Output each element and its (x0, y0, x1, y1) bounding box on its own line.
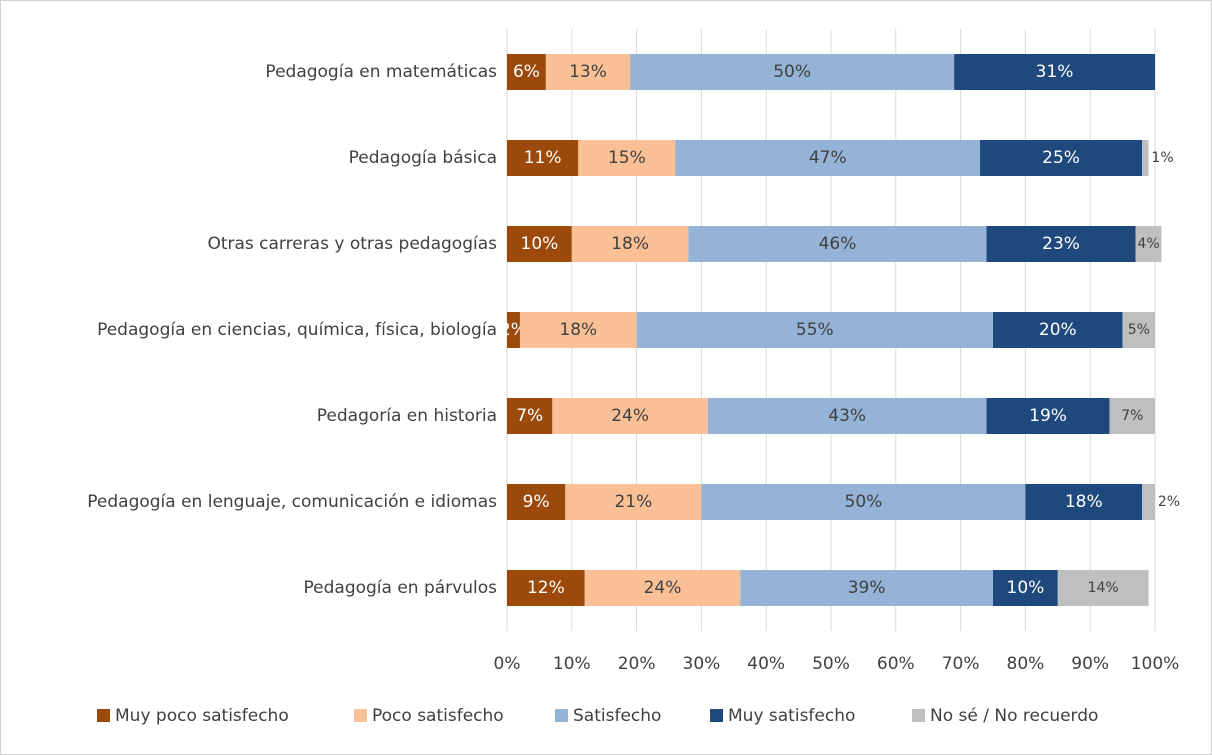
y-tick-label: Pedagogía en matemáticas (265, 62, 497, 82)
data-label: 15% (608, 148, 646, 168)
bar-segment (507, 484, 566, 520)
legend-swatch (555, 709, 568, 722)
data-label: 5% (1128, 322, 1150, 338)
bar-segment (507, 140, 579, 176)
data-label: 1% (1151, 150, 1173, 166)
legend-swatch (710, 709, 723, 722)
data-label: 21% (614, 492, 652, 512)
y-tick-label: Pedagogía en lenguaje, comunicación e id… (87, 492, 497, 512)
data-label: 39% (848, 578, 886, 598)
x-tick-label: 20% (618, 654, 656, 674)
bar-segment (1142, 484, 1155, 520)
data-label: 10% (521, 234, 559, 254)
bar-segment (565, 484, 702, 520)
bar-segment (636, 312, 993, 348)
bar-segment (507, 226, 572, 262)
data-label: 9% (523, 492, 550, 512)
bar-segment (675, 140, 981, 176)
y-tick-label: Pedagogía en ciencias, química, física, … (97, 320, 497, 340)
data-label: 47% (809, 148, 847, 168)
bar-segment (954, 54, 1155, 90)
bar-segment (993, 312, 1123, 348)
bar-segment (571, 226, 689, 262)
x-tick-label: 0% (494, 654, 521, 674)
bar-segment (1142, 140, 1149, 176)
bar-segment (552, 398, 708, 434)
data-label: 43% (828, 406, 866, 426)
bar-segment (507, 398, 553, 434)
data-label: 55% (796, 320, 834, 340)
bar-segment (578, 140, 676, 176)
bar-segment (740, 570, 993, 606)
bar-segment (584, 570, 741, 606)
data-label: 14% (1088, 580, 1119, 596)
x-tick-label: 30% (683, 654, 721, 674)
bar-segment (630, 54, 955, 90)
bar-segment (1135, 226, 1162, 262)
bar-segment (519, 312, 637, 348)
data-label: 2% (1158, 494, 1180, 510)
data-label: 19% (1029, 406, 1067, 426)
x-tick-label: 90% (1071, 654, 1109, 674)
x-tick-label: 40% (747, 654, 785, 674)
bar-segment (986, 398, 1110, 434)
legend-label: Muy poco satisfecho (115, 706, 289, 726)
data-label: 12% (527, 578, 565, 598)
bar-segment (993, 570, 1058, 606)
legend-swatch (354, 709, 367, 722)
bar-segment (986, 226, 1136, 262)
legend-label: Poco satisfecho (372, 706, 504, 726)
data-label: 18% (611, 234, 649, 254)
legend-label: Satisfecho (573, 706, 661, 726)
x-tick-label: 100% (1131, 654, 1180, 674)
x-tick-label: 50% (812, 654, 850, 674)
y-tick-label: Pedagogía básica (349, 148, 497, 168)
y-tick-label: Pedagoría en historia (317, 406, 497, 426)
data-label: 46% (819, 234, 857, 254)
y-tick-label: Otras carreras y otras pedagogías (207, 234, 497, 254)
bar-segment (707, 398, 987, 434)
data-label: 6% (513, 62, 540, 82)
data-label: 31% (1036, 62, 1074, 82)
data-label: 13% (569, 62, 607, 82)
bar-segment (701, 484, 1026, 520)
data-label: 24% (611, 406, 649, 426)
legend-swatch (912, 709, 925, 722)
bar-segment (507, 570, 585, 606)
x-tick-label: 80% (1007, 654, 1045, 674)
y-tick-label: Pedagogía en párvulos (304, 578, 498, 598)
data-label: 18% (1065, 492, 1103, 512)
data-label: 10% (1007, 578, 1045, 598)
bar-segment (1025, 484, 1143, 520)
bar-segment (688, 226, 987, 262)
data-label: 25% (1042, 148, 1080, 168)
data-label: 4% (1137, 236, 1159, 252)
bar-segment (1122, 312, 1155, 348)
x-tick-label: 60% (877, 654, 915, 674)
data-label: 20% (1039, 320, 1077, 340)
bar-segment (1057, 570, 1149, 606)
bar-segment (980, 140, 1143, 176)
legend-label: No sé / No recuerdo (930, 706, 1098, 726)
data-label: 7% (516, 406, 543, 426)
bar-segment (545, 54, 631, 90)
legend-swatch (97, 709, 110, 722)
data-label: 24% (644, 578, 682, 598)
x-tick-label: 70% (942, 654, 980, 674)
data-label: 18% (559, 320, 597, 340)
data-label: 50% (845, 492, 883, 512)
x-tick-label: 10% (553, 654, 591, 674)
data-label: 11% (524, 148, 562, 168)
data-label: 23% (1042, 234, 1080, 254)
legend-label: Muy satisfecho (728, 706, 855, 726)
bar-segment (1109, 398, 1155, 434)
bar-segment (507, 54, 546, 90)
data-label: 50% (773, 62, 811, 82)
data-label: 7% (1121, 408, 1143, 424)
bar-segment (507, 312, 520, 348)
